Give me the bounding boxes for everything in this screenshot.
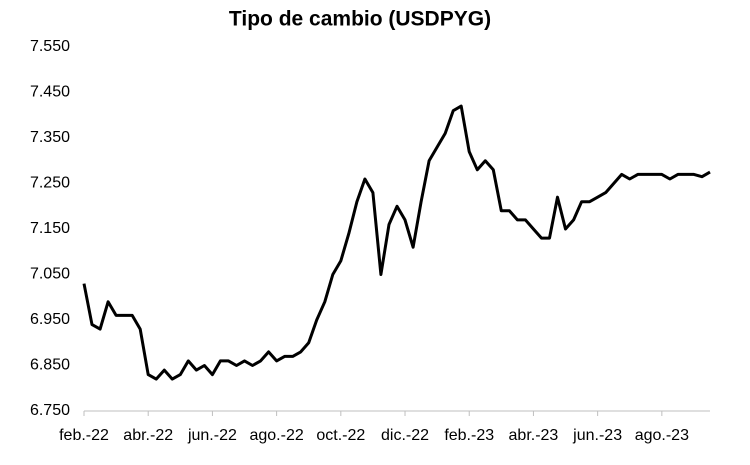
y-tick-label: 6.750 <box>30 402 70 419</box>
chart-title: Tipo de cambio (USDPYG) <box>229 8 491 31</box>
y-tick-label: 7.350 <box>30 129 70 146</box>
y-tick-label: 7.050 <box>30 266 70 283</box>
x-tick-label: oct.-22 <box>316 427 365 444</box>
x-tick-label: abr.-22 <box>123 427 173 444</box>
x-tick-label: ago.-23 <box>635 427 689 444</box>
y-tick-label: 6.850 <box>30 357 70 374</box>
y-tick-label: 7.150 <box>30 220 70 237</box>
x-tick-label: abr.-23 <box>509 427 559 444</box>
x-tick-label: feb.-22 <box>59 427 109 444</box>
x-tick-label: ago.-22 <box>249 427 303 444</box>
x-tick-label: dic.-22 <box>381 427 429 444</box>
x-tick-label: jun.-23 <box>572 427 622 444</box>
y-tick-label: 6.950 <box>30 311 70 328</box>
y-tick-label: 7.550 <box>30 38 70 55</box>
line-series <box>82 104 711 381</box>
y-tick-label: 7.450 <box>30 84 70 101</box>
y-tick-label: 7.250 <box>30 175 70 192</box>
x-tick-label: jun.-22 <box>187 427 237 444</box>
x-tick-label: feb.-23 <box>444 427 494 444</box>
